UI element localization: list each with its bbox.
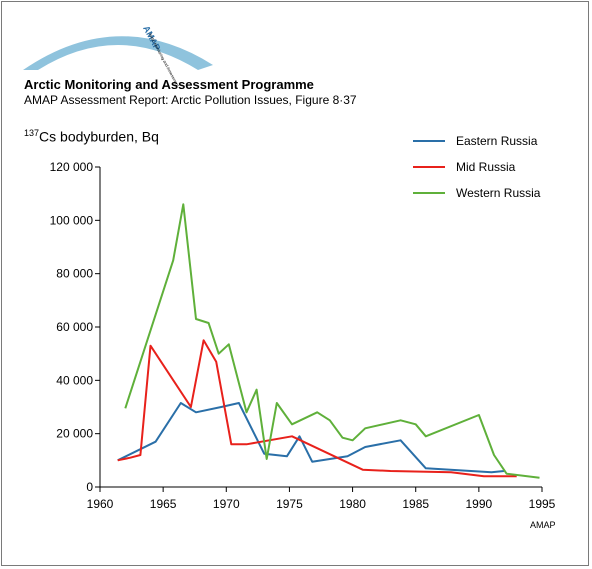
y-axis-label-text: Cs bodyburden, Bq <box>39 128 159 145</box>
x-tick-label: 1990 <box>466 497 493 511</box>
amap-credit: AMAP <box>530 520 556 530</box>
x-tick-label: 1970 <box>213 497 240 511</box>
y-tick-label: 60 000 <box>56 320 93 334</box>
x-tick-label: 1995 <box>529 497 556 511</box>
y-tick-label: 20 000 <box>56 427 93 441</box>
y-tick-label: 40 000 <box>56 373 93 387</box>
x-tick-label: 1980 <box>339 497 366 511</box>
x-tick-label: 1975 <box>276 497 303 511</box>
y-tick-label: 0 <box>86 480 93 494</box>
legend-label: Mid Russia <box>456 160 516 174</box>
page-title: Arctic Monitoring and Assessment Program… <box>24 77 314 92</box>
y-tick-label: 100 000 <box>50 213 94 227</box>
y-tick-label: 120 000 <box>50 160 94 174</box>
legend-label: Western Russia <box>456 186 541 200</box>
y-axis-label: 137Cs bodyburden, Bq <box>24 128 159 145</box>
series-line-eastern-russia <box>117 402 505 474</box>
y-tick-label: 80 000 <box>56 267 93 281</box>
series-line-western-russia <box>124 203 540 479</box>
amap-logo-arc <box>23 36 213 70</box>
x-tick-label: 1965 <box>150 497 177 511</box>
y-axis-label-superscript: 137 <box>24 128 40 138</box>
page-subtitle: AMAP Assessment Report: Arctic Pollution… <box>24 93 357 107</box>
x-tick-label: 1960 <box>87 497 114 511</box>
legend-label: Eastern Russia <box>456 134 538 148</box>
series-line-mid-russia <box>117 339 517 478</box>
logo-arc-shape <box>23 36 213 70</box>
x-tick-label: 1985 <box>402 497 429 511</box>
